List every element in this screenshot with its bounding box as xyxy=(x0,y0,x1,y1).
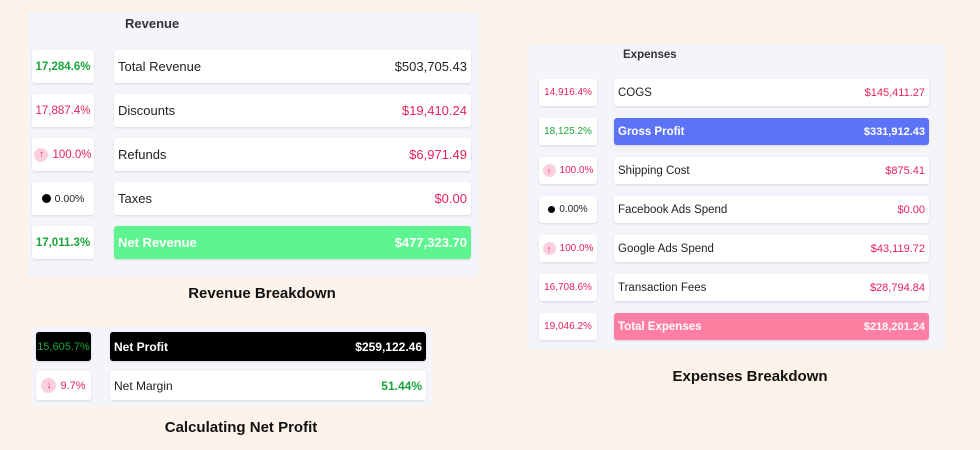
total-expenses-row: Total Expenses $218,201.24 xyxy=(614,313,929,340)
revenue-caption: Revenue Breakdown xyxy=(188,285,336,302)
change-value: 15,605.7% xyxy=(37,340,90,353)
change-value: 16,708.6% xyxy=(544,282,592,293)
facebook-ads-change-badge: 0.00% xyxy=(539,196,597,223)
row-value: $0.00 xyxy=(897,203,925,216)
transaction-fees-row: Transaction Fees $28,794.84 xyxy=(614,274,929,301)
net-profit-panel: 15,605.7% Net Profit $259,122.46 ↓ 9.7% … xyxy=(32,326,432,406)
change-value: 0.00% xyxy=(559,204,588,215)
total-expenses-change-badge: 19,046.2% xyxy=(539,313,597,340)
change-value: 9.7% xyxy=(60,379,86,392)
google-ads-change-badge: ↑ 100.0% xyxy=(539,235,597,262)
transaction-fees-change-badge: 16,708.6% xyxy=(539,274,597,301)
row-value: $259,122.46 xyxy=(355,339,422,354)
net-profit-change-badge: 15,605.7% xyxy=(36,332,91,361)
net-profit-caption: Calculating Net Profit xyxy=(164,419,318,436)
down-arrow-icon: ↓ xyxy=(41,378,57,393)
net-margin-change-badge: ↓ 9.7% xyxy=(36,371,91,400)
gross-profit-change-badge: 18,125.2% xyxy=(539,118,597,145)
revenue-panel: Revenue 17,284.6% Total Revenue $503,705… xyxy=(28,12,479,277)
expenses-caption: Expenses Breakdown xyxy=(672,368,828,385)
row-label: Transaction Fees xyxy=(618,281,707,294)
change-value: 18,125.2% xyxy=(544,126,592,137)
gross-profit-row: Gross Profit $331,912.43 xyxy=(614,118,929,145)
change-value: 100.0% xyxy=(559,165,594,176)
net-revenue-row: Net Revenue $477,323.70 xyxy=(114,226,471,259)
google-ads-spend-row: Google Ads Spend $43,119.72 xyxy=(614,235,929,262)
taxes-row: Taxes $0.00 xyxy=(114,182,471,215)
dot-icon xyxy=(548,206,556,213)
discounts-change-badge: 17,887.4% xyxy=(32,94,94,127)
revenue-title: Revenue xyxy=(125,16,180,31)
row-label: Gross Profit xyxy=(618,125,685,138)
row-value: $43,119.72 xyxy=(870,242,925,255)
refunds-change-badge: ↑ 100.0% xyxy=(32,138,94,171)
discounts-row: Discounts $19,410.24 xyxy=(114,94,471,127)
row-value: $331,912.43 xyxy=(863,125,925,138)
cogs-change-badge: 14,916.4% xyxy=(539,79,597,106)
facebook-ads-spend-row: Facebook Ads Spend $0.00 xyxy=(614,196,929,223)
change-value: 100.0% xyxy=(52,148,92,161)
row-value: $6,971.49 xyxy=(409,147,467,162)
net-revenue-change-badge: 17,011.3% xyxy=(32,226,94,259)
change-value: 0.00% xyxy=(54,192,85,205)
total-revenue-change-badge: 17,284.6% xyxy=(32,50,94,83)
row-value: 51.44% xyxy=(381,378,422,393)
row-value: $477,323.70 xyxy=(394,235,467,250)
row-label: Taxes xyxy=(118,191,152,206)
change-value: 14,916.4% xyxy=(544,87,592,98)
net-margin-row: Net Margin 51.44% xyxy=(110,371,426,400)
row-value: $503,705.43 xyxy=(394,59,467,74)
row-label: Net Revenue xyxy=(118,235,197,250)
row-value: $145,411.27 xyxy=(864,86,925,99)
up-arrow-icon: ↑ xyxy=(542,164,556,177)
change-value: 17,284.6% xyxy=(35,60,91,73)
change-value: 17,011.3% xyxy=(35,236,91,249)
change-value: 17,887.4% xyxy=(35,104,91,117)
shipping-cost-change-badge: ↑ 100.0% xyxy=(539,157,597,184)
up-arrow-icon: ↑ xyxy=(34,147,49,162)
row-label: Facebook Ads Spend xyxy=(618,203,728,216)
row-label: Net Profit xyxy=(114,339,168,354)
row-value: $218,201.24 xyxy=(863,320,925,333)
expenses-title: Expenses xyxy=(623,49,677,61)
row-label: Shipping Cost xyxy=(618,164,690,177)
change-value: 100.0% xyxy=(559,243,594,254)
expenses-panel: Expenses 14,916.4% COGS $145,411.27 18,1… xyxy=(528,44,946,350)
dot-icon xyxy=(41,194,51,203)
row-label: Net Margin xyxy=(114,378,173,393)
shipping-cost-row: Shipping Cost $875.41 xyxy=(614,157,929,184)
row-value: $875.41 xyxy=(885,164,925,177)
row-label: Refunds xyxy=(118,147,167,162)
net-profit-row: Net Profit $259,122.46 xyxy=(110,332,426,361)
row-value: $19,410.24 xyxy=(401,103,467,118)
row-label: COGS xyxy=(618,86,652,99)
row-label: Total Revenue xyxy=(118,59,202,74)
row-label: Total Expenses xyxy=(618,320,702,333)
row-value: $28,794.84 xyxy=(869,281,925,294)
row-value: $0.00 xyxy=(434,191,467,206)
taxes-change-badge: 0.00% xyxy=(32,182,94,215)
up-arrow-icon: ↑ xyxy=(542,242,556,255)
total-revenue-row: Total Revenue $503,705.43 xyxy=(114,50,471,83)
row-label: Discounts xyxy=(118,103,176,118)
change-value: 19,046.2% xyxy=(544,321,592,332)
refunds-row: Refunds $6,971.49 xyxy=(114,138,471,171)
row-label: Google Ads Spend xyxy=(618,242,714,255)
cogs-row: COGS $145,411.27 xyxy=(614,79,929,106)
